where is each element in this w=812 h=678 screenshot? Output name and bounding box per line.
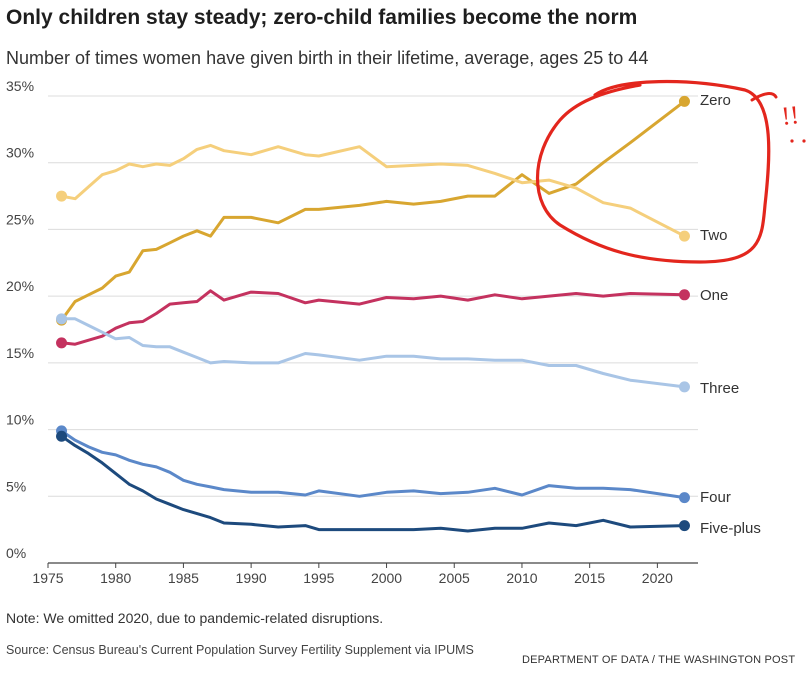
series-end-point-zero — [678, 95, 690, 107]
series-end-point-five-plus — [678, 520, 690, 532]
y-tick-label: 25% — [6, 211, 34, 227]
y-tick-label: 35% — [6, 78, 34, 94]
x-axis-ticks: 1975 1980 1985 1990 1995 2000 2005 2010 2015 2020 — [32, 563, 673, 586]
annotation-dot — [790, 139, 794, 143]
annotation-exclamation: !! — [780, 100, 800, 131]
y-tick-label: 0% — [6, 545, 26, 561]
annotation-dot — [802, 139, 806, 143]
y-axis-ticks: 0% 5% 10% 15% 20% 25% 30% 35% — [6, 78, 34, 561]
series-end-point-two — [678, 230, 690, 242]
series-labels: Zero Two One Three Four Five-plus — [700, 92, 761, 537]
x-tick-label: 1995 — [303, 570, 334, 586]
x-tick-label: 2015 — [574, 570, 605, 586]
series-lines — [56, 95, 690, 533]
series-start-point-five-plus — [56, 430, 68, 442]
series-start-point-two — [56, 190, 68, 202]
chart-note: Note: We omitted 2020, due to pandemic-r… — [6, 610, 384, 626]
series-start-point-three — [56, 313, 68, 325]
y-tick-label: 20% — [6, 278, 34, 294]
y-tick-label: 5% — [6, 478, 26, 494]
series-line-five-plus — [60, 434, 686, 533]
x-tick-label: 1990 — [236, 570, 267, 586]
series-end-point-three — [678, 381, 690, 393]
series-label-two: Two — [700, 227, 728, 244]
x-tick-label: 2005 — [439, 570, 470, 586]
series-start-point-one — [56, 337, 68, 349]
x-tick-label: 1980 — [100, 570, 131, 586]
annotation-circle — [535, 79, 771, 264]
y-tick-label: 15% — [6, 345, 34, 361]
series-label-zero: Zero — [700, 92, 731, 109]
line-chart: 0%5%10%15%20%25%30%35% 1975 1980 1985 1990 1… — [6, 78, 806, 586]
series-label-four: Four — [700, 489, 731, 506]
series-label-five-plus: Five-plus — [700, 520, 761, 537]
chart-subtitle: Number of times women have given birth i… — [6, 48, 649, 68]
chart-credit: DEPARTMENT OF DATA / THE WASHINGTON POST — [522, 654, 796, 666]
y-tick-label: 30% — [6, 145, 34, 161]
series-end-point-four — [678, 492, 690, 504]
chart-title: Only children stay steady; zero-child fa… — [6, 6, 638, 29]
x-tick-label: 2020 — [642, 570, 673, 586]
x-tick-label: 2010 — [506, 570, 537, 586]
x-tick-label: 2000 — [371, 570, 402, 586]
series-line-zero — [60, 99, 686, 322]
chart-source: Source: Census Bureau's Current Populati… — [6, 643, 474, 657]
series-line-three — [60, 317, 686, 389]
y-tick-label: 10% — [6, 412, 34, 428]
series-label-one: One — [700, 287, 728, 304]
series-end-point-one — [678, 289, 690, 301]
x-tick-label: 1985 — [168, 570, 199, 586]
series-line-four — [60, 429, 686, 500]
hand-drawn-annotation: !! — [535, 79, 806, 264]
x-tick-label: 1975 — [32, 570, 63, 586]
series-label-three: Three — [700, 380, 739, 397]
series-line-one — [60, 289, 686, 346]
annotation-arrow-tick — [750, 92, 778, 102]
series-line-two — [60, 143, 686, 238]
